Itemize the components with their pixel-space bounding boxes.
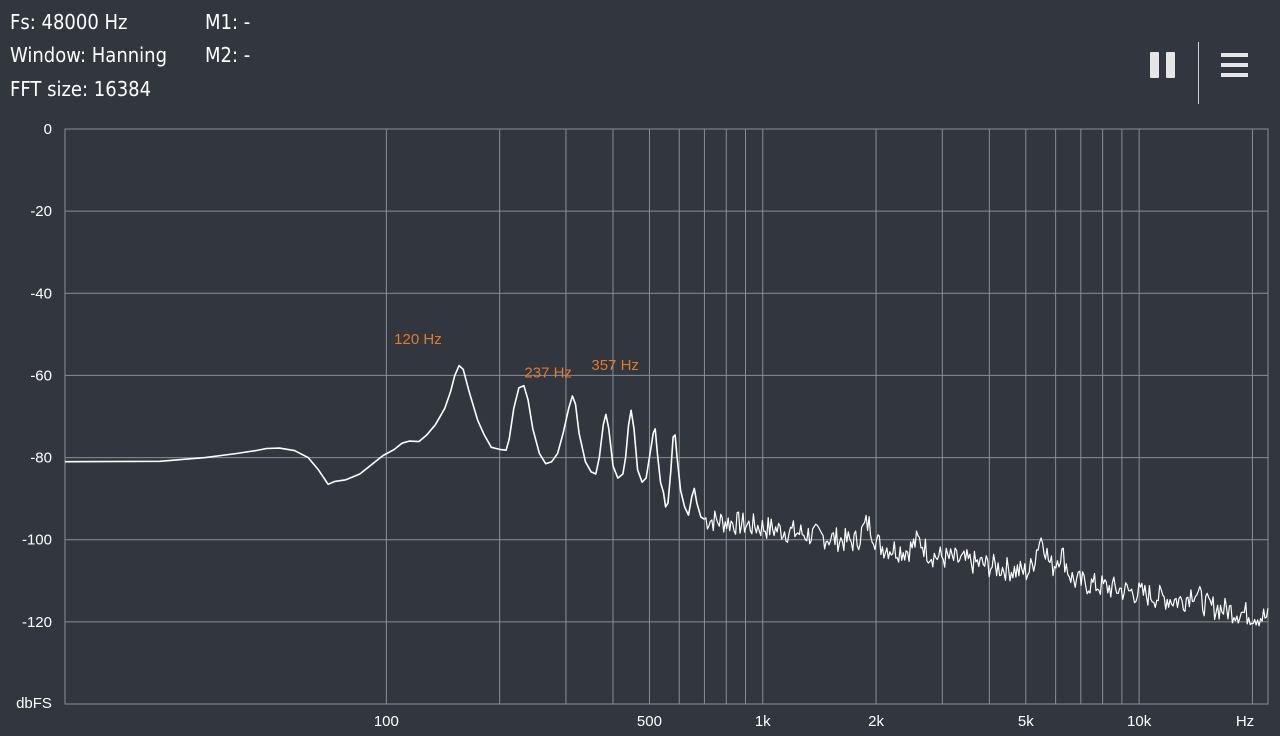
peak-frequency-label: 120 Hz [394, 331, 442, 348]
y-tick-label: -40 [30, 285, 52, 302]
spectrum-trace [64, 364, 705, 520]
pause-button[interactable] [1140, 44, 1186, 86]
chart-grid [64, 128, 1269, 705]
x-tick-label: 1k [755, 713, 771, 730]
x-axis-unit-label: Hz [1236, 713, 1254, 730]
x-tick-label: 500 [637, 713, 662, 730]
plot-frame [64, 128, 1269, 705]
fft-size-label: FFT size: 16384 [10, 77, 152, 101]
y-axis-labels: 0 -20 -40 -60 -80 -100 -120 [22, 121, 52, 631]
y-tick-label: -80 [30, 450, 52, 467]
y-tick-label: -60 [30, 367, 52, 384]
marker1-readout: M1: - [205, 10, 251, 34]
peak-frequency-label: 357 Hz [591, 357, 639, 374]
peak-frequency-label: 237 Hz [524, 365, 572, 382]
peak-labels: 120 Hz 237 Hz 357 Hz [394, 331, 639, 382]
x-tick-label: 10k [1127, 713, 1152, 730]
y-tick-label: 0 [44, 121, 52, 138]
spectrum-trace-noise-floor [703, 510, 1269, 627]
window-type-label: Window: Hanning [10, 43, 167, 67]
x-axis-labels: 100 500 1k 2k 5k 10k [374, 713, 1152, 730]
y-tick-label: -100 [22, 532, 52, 549]
y-tick-label: -120 [22, 614, 52, 631]
toolbar-divider [1198, 42, 1199, 104]
sample-rate-label: Fs: 48000 Hz [10, 10, 128, 34]
x-tick-label: 5k [1018, 713, 1034, 730]
x-tick-label: 100 [374, 713, 399, 730]
y-tick-label: -20 [30, 203, 52, 220]
x-tick-label: 2k [868, 713, 884, 730]
y-axis-unit-label: dbFS [16, 695, 52, 712]
marker2-readout: M2: - [205, 43, 251, 67]
spectrum-trace-group [64, 364, 1269, 627]
menu-button[interactable] [1214, 44, 1256, 86]
